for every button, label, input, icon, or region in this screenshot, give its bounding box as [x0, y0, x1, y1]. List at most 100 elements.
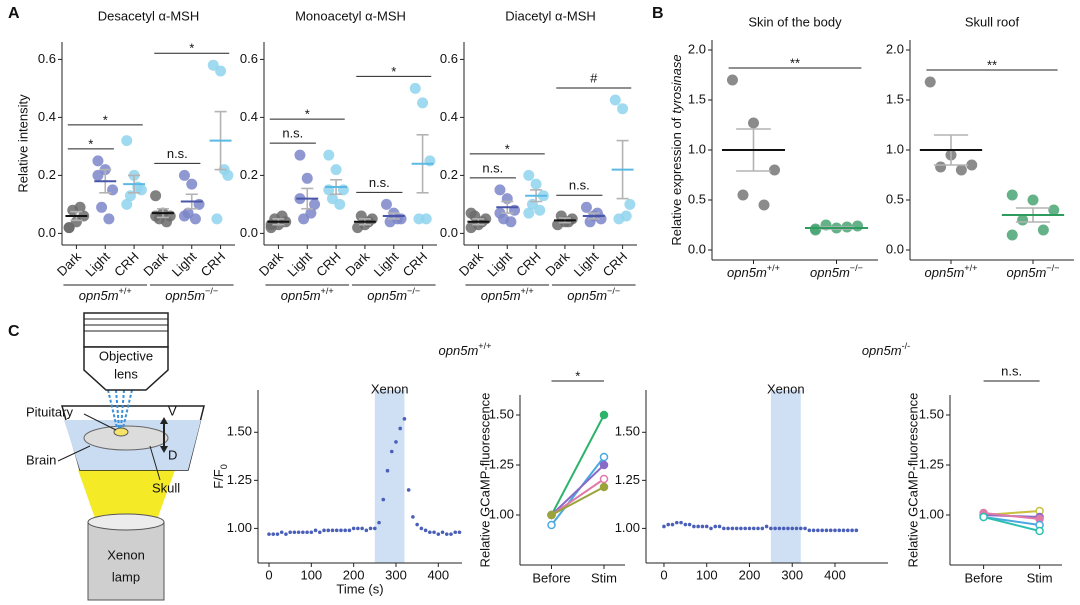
x-tick-label: Light — [82, 249, 113, 280]
data-point — [1048, 204, 1060, 216]
data-point — [63, 222, 75, 234]
y-tick-label: 0.0 — [886, 241, 904, 256]
y-tick-label: 1.50 — [615, 424, 640, 439]
data-point — [294, 149, 306, 161]
y-axis-label: Relative GCaMP-fluorescence — [905, 393, 920, 568]
data-point — [389, 449, 394, 454]
pair-line — [550, 478, 605, 516]
data-point — [301, 172, 313, 184]
panel-label: B — [652, 5, 664, 22]
data-point — [955, 164, 967, 176]
significance-label: ** — [987, 57, 997, 72]
x-tick-label: CRH — [513, 249, 544, 280]
x-tick-label: CRH — [111, 249, 142, 280]
significance-label: * — [505, 141, 510, 156]
data-point — [322, 528, 326, 533]
data-point — [523, 207, 535, 219]
data-point — [924, 76, 936, 88]
pair-line — [550, 464, 605, 516]
data-point — [211, 213, 223, 225]
data-point — [769, 526, 773, 531]
data-point — [284, 532, 288, 536]
data-point — [309, 530, 314, 535]
x-tick-label: Stim — [591, 570, 617, 585]
data-point — [811, 528, 816, 533]
data-point — [563, 216, 575, 228]
data-point — [737, 189, 749, 201]
y-tick-label: 1.50 — [489, 406, 514, 421]
data-point — [330, 528, 335, 533]
data-point — [96, 201, 108, 213]
x-tick-label: Dark — [54, 249, 84, 279]
data-point — [624, 198, 636, 210]
data-point — [161, 216, 173, 228]
data-point — [743, 526, 747, 531]
data-point — [267, 532, 271, 536]
data-point — [92, 155, 104, 167]
label-part: opn5m — [439, 343, 479, 358]
data-point — [547, 510, 556, 520]
label-part: opn5m — [1007, 265, 1047, 280]
group-label: opn5m+/+ — [79, 286, 132, 303]
data-point — [107, 184, 119, 196]
diagram-label: V — [168, 403, 177, 418]
data-point — [704, 524, 709, 529]
data-point — [305, 530, 309, 535]
label-part: +/+ — [521, 286, 534, 296]
pair-line — [983, 512, 1040, 520]
data-point — [777, 526, 782, 531]
data-point — [666, 522, 671, 527]
objective-tip — [83, 346, 169, 391]
stimulus-window — [770, 390, 801, 563]
diagram-label: Objective — [99, 348, 153, 363]
y-tick-label: 0.4 — [440, 109, 458, 124]
x-tick-label: 0 — [265, 567, 272, 582]
data-point — [756, 526, 760, 531]
data-point — [453, 530, 458, 535]
data-point — [599, 452, 609, 462]
data-point — [449, 532, 453, 536]
data-point — [402, 417, 407, 421]
data-point — [334, 528, 339, 533]
data-point — [1035, 526, 1044, 536]
y-tick-label: 0.0 — [688, 241, 706, 256]
y-tick-label: 0.2 — [38, 167, 56, 182]
diagram-label: Brain — [26, 452, 56, 467]
data-point — [679, 520, 683, 525]
significance-label: * — [305, 107, 310, 122]
data-point — [411, 515, 415, 519]
data-point — [334, 198, 346, 210]
arrowhead — [160, 446, 168, 453]
chart-title: Skin of the body — [748, 14, 842, 29]
label-part: opn5m — [165, 288, 205, 303]
label-part: opn5m — [727, 265, 767, 280]
data-point — [444, 532, 449, 536]
x-tick-label: 400 — [824, 567, 846, 582]
y-tick-label: 0.4 — [38, 109, 56, 124]
data-point — [494, 207, 506, 219]
y-tick-label: 1.0 — [688, 141, 706, 156]
label-part: opn5m — [281, 288, 321, 303]
data-point — [1037, 224, 1049, 236]
y-tick-label: 0.6 — [38, 51, 56, 66]
y-tick-label: 0.0 — [240, 225, 258, 240]
data-point — [494, 184, 506, 196]
data-point — [935, 161, 947, 173]
x-tick-label: Dark — [542, 249, 572, 279]
panel-label: A — [8, 5, 20, 22]
data-point — [296, 530, 301, 535]
x-tick-label: Light — [484, 249, 515, 280]
data-point — [816, 528, 820, 533]
stimulus-label: Xenon — [371, 381, 409, 396]
significance-label: * — [575, 368, 580, 383]
x-tick-label: Dark — [342, 249, 372, 279]
label-part: -/- — [902, 341, 911, 351]
diagram-label: Pituitary — [26, 404, 73, 419]
pair-line — [550, 414, 605, 516]
data-point — [505, 216, 517, 228]
x-tick-label: 400 — [427, 567, 449, 582]
label-part: opn5m — [567, 288, 607, 303]
group-label: opn5m−/− — [567, 286, 620, 303]
data-point — [547, 520, 556, 530]
